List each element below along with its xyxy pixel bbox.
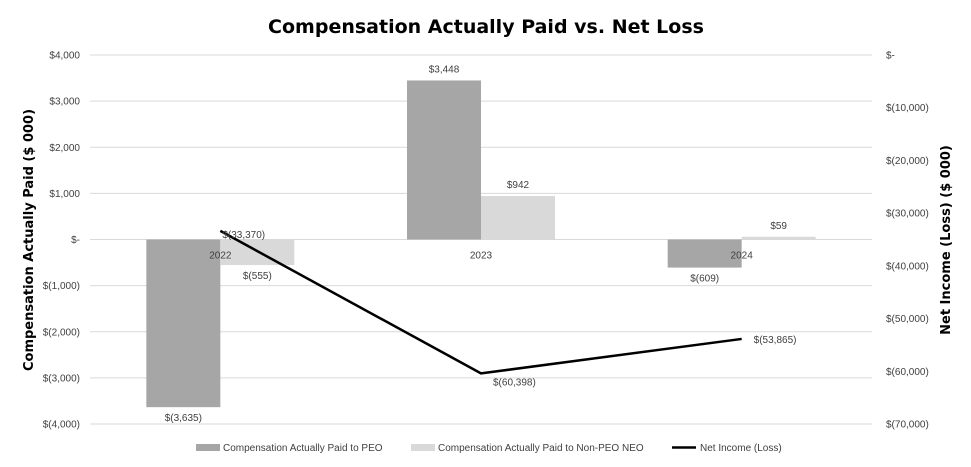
right-tick-label: $(30,000) bbox=[886, 209, 929, 220]
left-tick-label: $1,000 bbox=[49, 189, 80, 200]
right-tick-label: $(10,000) bbox=[886, 103, 929, 114]
net-income-line bbox=[219, 229, 742, 375]
right-tick-label: $(20,000) bbox=[886, 156, 929, 167]
right-tick-label: $(60,000) bbox=[886, 367, 929, 378]
right-tick-label: $(70,000) bbox=[886, 420, 929, 431]
left-tick-label: $2,000 bbox=[49, 143, 80, 154]
bar-peo-2023 bbox=[407, 80, 481, 240]
left-tick-label: $(3,000) bbox=[43, 373, 80, 384]
left-axis-title: Compensation Actually Paid ($ 000) bbox=[22, 109, 37, 371]
bar-non-peo-2023 bbox=[481, 196, 555, 240]
category-labels: 2022 2023 2024 bbox=[209, 251, 753, 262]
right-axis-ticks: $- $(10,000) $(20,000) $(30,000) $(40,000) $(… bbox=[886, 51, 929, 431]
right-tick-label: $- bbox=[886, 51, 895, 62]
left-tick-label: $4,000 bbox=[49, 51, 80, 62]
category-label: 2024 bbox=[731, 251, 754, 262]
right-axis-title: Net Income (Loss) ($ 000) bbox=[939, 145, 954, 335]
bar-data-label: $59 bbox=[770, 221, 787, 232]
bar-peo-2022 bbox=[146, 239, 221, 408]
bar-data-label: $942 bbox=[507, 180, 530, 191]
bar-non-peo-2024 bbox=[741, 236, 816, 240]
category-label: 2023 bbox=[470, 251, 493, 262]
category-label: 2022 bbox=[209, 251, 232, 262]
right-tick-label: $(40,000) bbox=[886, 261, 929, 272]
bar-data-label: $(3,635) bbox=[165, 413, 202, 424]
left-tick-label: $3,000 bbox=[49, 97, 80, 108]
net-income-data-label: $(60,398) bbox=[493, 377, 536, 388]
legend-swatch-non-peo bbox=[411, 444, 435, 451]
net-income-data-label: $(53,865) bbox=[754, 335, 797, 346]
data-labels: $(3,635) $3,448 $(609) $(555) $942 $59 $(33,37… bbox=[165, 64, 797, 424]
legend-label-non-peo: Compensation Actually Paid to Non-PEO NE… bbox=[438, 443, 644, 454]
left-tick-label: $(2,000) bbox=[43, 327, 80, 338]
left-axis-ticks: $4,000 $3,000 $2,000 $1,000 $- $(1,000) $(2,00… bbox=[43, 51, 81, 431]
net-income-data-label: $(33,370) bbox=[222, 230, 265, 241]
bar-data-label: $3,448 bbox=[429, 64, 460, 75]
legend: Compensation Actually Paid to PEO Compen… bbox=[196, 443, 782, 454]
chart-title: Compensation Actually Paid vs. Net Loss bbox=[268, 16, 704, 38]
bars bbox=[146, 80, 816, 408]
right-tick-label: $(50,000) bbox=[886, 314, 929, 325]
legend-label-net-income: Net Income (Loss) bbox=[700, 443, 782, 454]
legend-swatch-peo bbox=[196, 444, 220, 451]
left-tick-label: $(4,000) bbox=[43, 420, 80, 431]
bar-peo-2024 bbox=[667, 239, 742, 268]
left-tick-label: $(1,000) bbox=[43, 281, 80, 292]
legend-label-peo: Compensation Actually Paid to PEO bbox=[223, 443, 383, 454]
left-tick-label: $- bbox=[71, 235, 80, 246]
bar-data-label: $(555) bbox=[243, 271, 272, 282]
bar-data-label: $(609) bbox=[690, 274, 719, 285]
